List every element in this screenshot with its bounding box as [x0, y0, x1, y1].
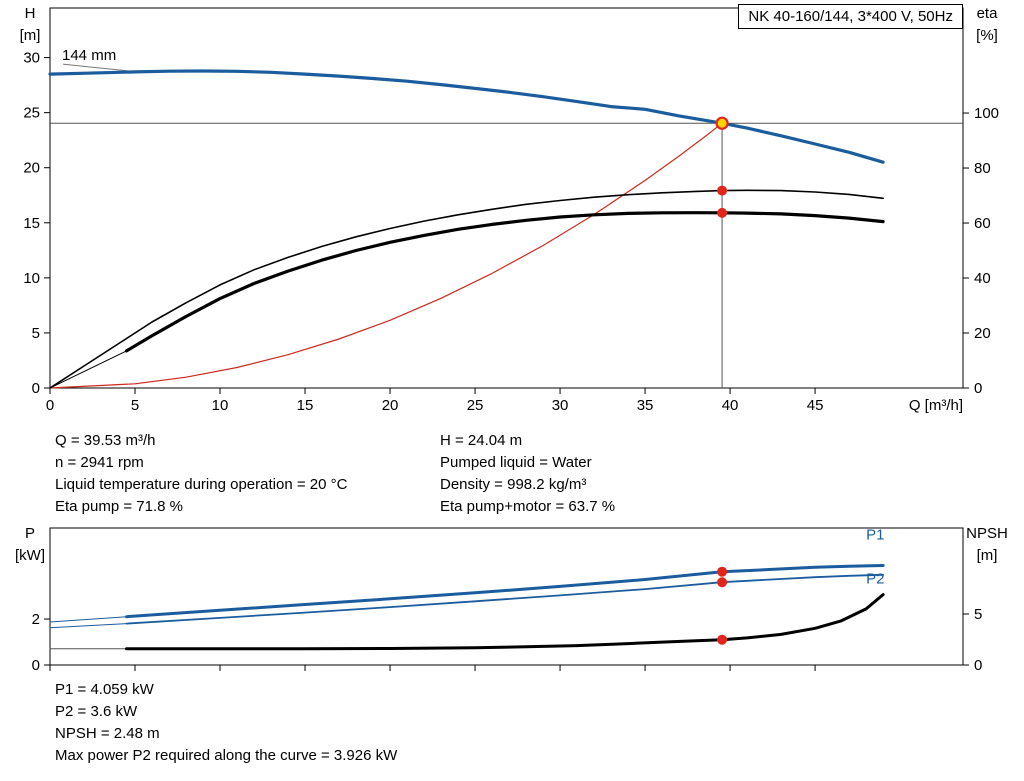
svg-text:5: 5	[131, 397, 139, 414]
eta-pump-motor-curve	[124, 211, 885, 353]
info-p2: P2 = 3.6 kW	[55, 703, 138, 720]
svg-text:Q [m³/h]: Q [m³/h]	[909, 397, 963, 414]
impeller-diameter-label: 144 mm	[62, 47, 117, 64]
svg-text:10: 10	[23, 270, 40, 287]
info-flow: Q = 39.53 m³/h	[55, 432, 156, 449]
impeller-leader-line	[63, 63, 133, 72]
duty-point-p1-marker	[717, 566, 728, 577]
svg-text:[%]: [%]	[976, 27, 998, 44]
svg-text:20: 20	[23, 160, 40, 177]
svg-text:20: 20	[382, 397, 399, 414]
svg-text:25: 25	[23, 105, 40, 122]
duty-info-right-column: H = 24.04 m Pumped liquid = Water Densit…	[440, 430, 615, 518]
info-p1: P1 = 4.059 kW	[55, 681, 154, 698]
svg-text:5: 5	[974, 606, 982, 623]
svg-text:0: 0	[974, 657, 982, 674]
svg-text:20: 20	[974, 325, 991, 342]
duty-info-left-column: Q = 39.53 m³/h n = 2941 rpm Liquid tempe…	[55, 430, 347, 518]
svg-text:15: 15	[297, 397, 314, 414]
svg-text:0: 0	[974, 380, 982, 397]
info-eta-pump: Eta pump = 71.8 %	[55, 498, 183, 515]
svg-text:25: 25	[467, 397, 484, 414]
operating-point-marker	[715, 116, 729, 130]
svg-text:0: 0	[32, 380, 40, 397]
svg-text:45: 45	[807, 397, 824, 414]
svg-text:30: 30	[552, 397, 569, 414]
eta-pump-curve	[49, 189, 884, 389]
p1-curve	[125, 564, 885, 619]
plot-border	[49, 7, 964, 389]
svg-text:[m]: [m]	[20, 27, 41, 44]
duty-point-eta-pump-motor-marker	[717, 207, 728, 218]
svg-text:15: 15	[23, 215, 40, 232]
svg-text:40: 40	[722, 397, 739, 414]
npsh-curve	[125, 593, 885, 651]
svg-text:0: 0	[32, 657, 40, 674]
svg-text:5: 5	[32, 325, 40, 342]
info-max-power: Max power P2 required along the curve = …	[55, 747, 398, 764]
power-info-column: P1 = 4.059 kW P2 = 3.6 kW NPSH = 2.48 m …	[55, 679, 397, 767]
svg-text:100: 100	[974, 105, 999, 122]
p2-curve	[125, 573, 884, 625]
info-npsh: NPSH = 2.48 m	[55, 725, 160, 742]
power-npsh-chart: 0 2 0 5 P [kW] NPSH [m] P1 P2	[15, 525, 1008, 674]
svg-text:80: 80	[974, 160, 991, 177]
svg-text:H: H	[25, 5, 36, 22]
svg-text:eta: eta	[977, 5, 999, 22]
info-liquid-temperature: Liquid temperature during operation = 20…	[55, 476, 348, 493]
head-curve	[48, 69, 885, 164]
plot-border	[49, 527, 964, 666]
svg-text:P2: P2	[866, 570, 884, 587]
pump-title-box: NK 40-160/144, 3*400 V, 50Hz	[738, 4, 963, 29]
info-head: H = 24.04 m	[440, 432, 523, 449]
svg-text:[kW]: [kW]	[15, 547, 45, 564]
hq-eta-chart: 0 5 10 15 20 25 30 35 40 45 Q [m³/h] 0 5 10 15 20 25 30 0 2…	[20, 5, 999, 414]
info-eta-pump-motor: Eta pump+motor = 63.7 %	[440, 498, 616, 515]
svg-text:40: 40	[974, 270, 991, 287]
svg-text:P1: P1	[866, 527, 884, 544]
svg-text:[m]: [m]	[977, 547, 998, 564]
system-curve	[49, 122, 723, 389]
p2-lead	[49, 623, 127, 629]
duty-point-eta-pump-marker	[717, 185, 728, 196]
p1-lead	[49, 616, 127, 623]
eta-pump-motor-lead	[49, 350, 127, 389]
svg-text:30: 30	[23, 50, 40, 67]
svg-text:P: P	[25, 525, 35, 542]
svg-text:NPSH: NPSH	[966, 525, 1008, 542]
svg-text:60: 60	[974, 215, 991, 232]
svg-text:0: 0	[46, 397, 54, 414]
duty-point-p2-marker	[717, 577, 728, 588]
info-density: Density = 998.2 kg/m³	[440, 476, 587, 493]
svg-text:35: 35	[637, 397, 654, 414]
info-pumped-liquid: Pumped liquid = Water	[440, 454, 592, 471]
duty-point-npsh-marker	[717, 634, 728, 645]
svg-text:2: 2	[32, 611, 40, 628]
svg-text:10: 10	[212, 397, 229, 414]
info-speed: n = 2941 rpm	[55, 454, 144, 471]
